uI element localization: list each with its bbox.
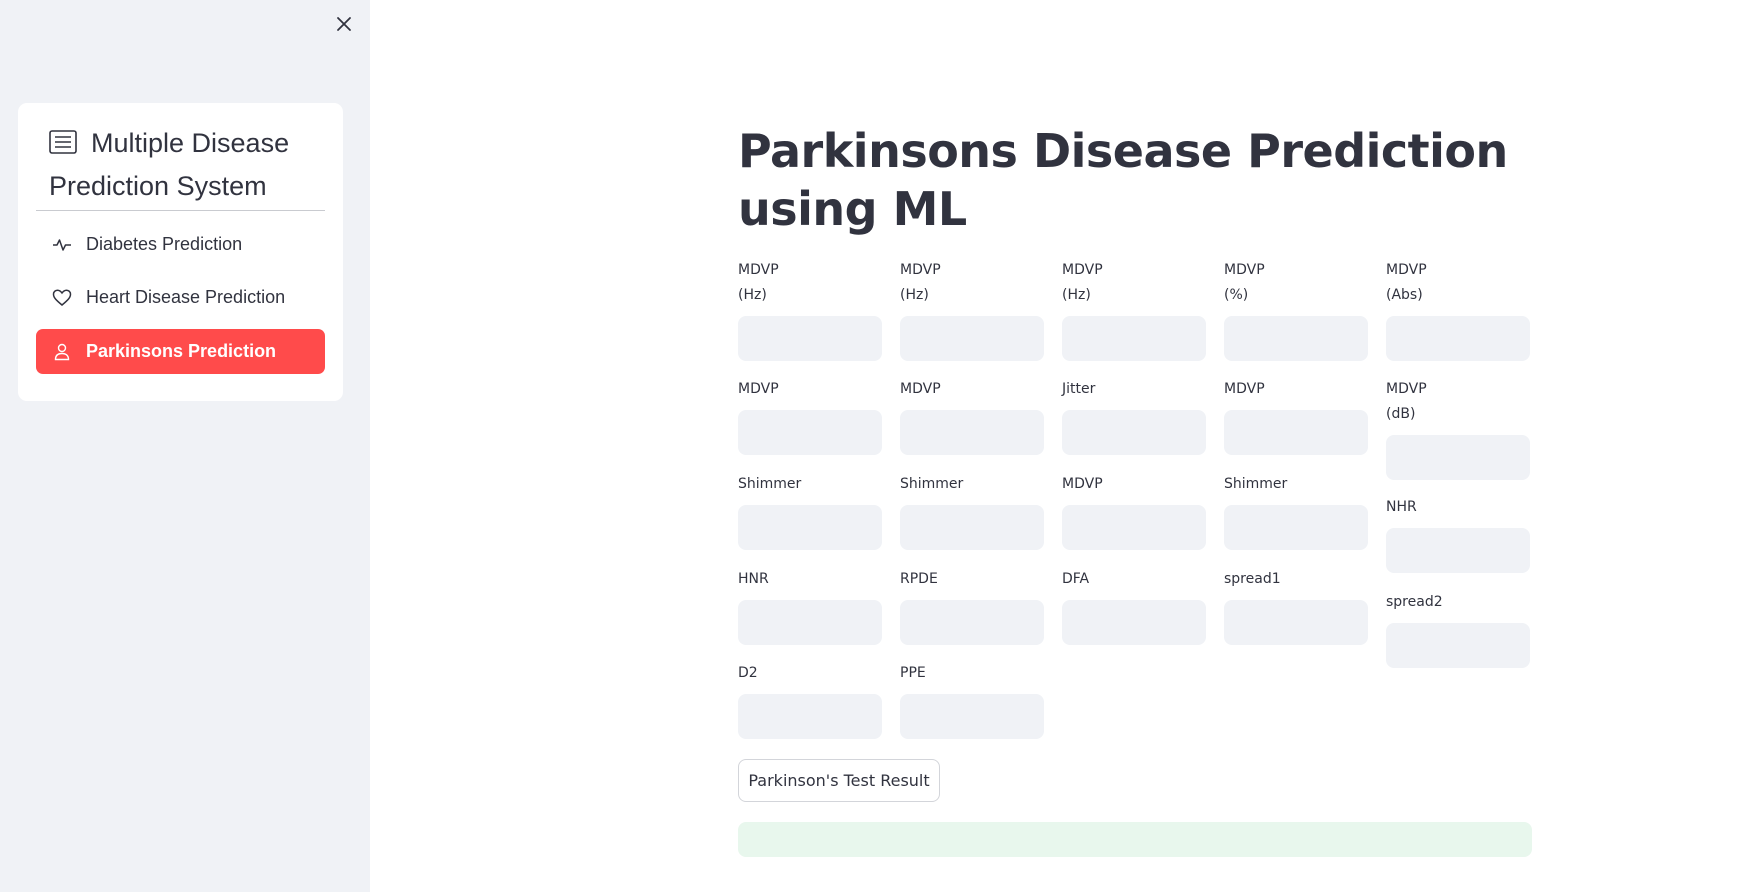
field-label: MDVP [900,381,941,397]
shimmer-apq3-input[interactable] [738,505,882,550]
menu-item-label: Heart Disease Prediction [86,287,286,307]
field-label: Jitter [1062,381,1096,397]
option-menu: Multiple Disease Prediction System Diabe… [18,103,343,401]
card-list-icon [49,125,77,166]
mdvp-fo-input[interactable] [738,316,882,361]
d2-input[interactable] [738,694,882,739]
field-shimmer-apq3: Shimmer [738,472,882,550]
field-label: MDVP (dB) [1386,381,1427,422]
sidebar: Multiple Disease Prediction System Diabe… [0,0,370,892]
field-label: DFA [1062,571,1090,587]
field-label: D2 [738,665,758,681]
field-shimmer-dda: Shimmer [1224,472,1368,550]
field-dfa: DFA [1062,567,1206,645]
field-mdvp-jitter-percent: MDVP (%) [1224,258,1368,361]
dfa-input[interactable] [1062,600,1206,645]
menu-item-diabetes[interactable]: Diabetes Prediction [36,222,325,267]
field-label: PPE [900,665,926,681]
hnr-input[interactable] [738,600,882,645]
field-mdvp-shimmer: MDVP [1224,377,1368,455]
jitter-ddp-input[interactable] [1062,410,1206,455]
field-ppe: PPE [900,661,1044,739]
field-mdvp-jitter-abs: MDVP (Abs) [1386,258,1530,361]
field-shimmer-apq5: Shimmer [900,472,1044,550]
field-label: MDVP (%) [1224,262,1265,303]
field-label: MDVP (Hz) [900,262,941,303]
field-mdvp-rap: MDVP [738,377,882,455]
field-label: Shimmer [738,476,802,492]
field-mdvp-shimmer-db: MDVP (dB) [1386,377,1530,480]
field-mdvp-apq: MDVP [1062,472,1206,550]
close-icon [337,17,351,31]
menu-item-label: Diabetes Prediction [86,234,243,254]
menu-divider [36,210,325,211]
field-jitter-ddp: Jitter [1062,377,1206,455]
spread1-input[interactable] [1224,600,1368,645]
menu-item-label: Parkinsons Prediction [86,341,277,361]
field-spread1: spread1 [1224,567,1368,645]
nhr-input[interactable] [1386,528,1530,573]
field-label: Shimmer [900,476,964,492]
field-spread2: spread2 [1386,590,1530,668]
menu-item-heart-disease[interactable]: Heart Disease Prediction [36,275,325,320]
shimmer-apq5-input[interactable] [900,505,1044,550]
mdvp-fhi-input[interactable] [900,316,1044,361]
field-mdvp-fhi: MDVP (Hz) [900,258,1044,361]
result-message [738,822,1532,857]
person-icon [52,342,72,362]
test-result-button[interactable]: Parkinson's Test Result [738,759,940,802]
page-title: Parkinsons Disease Prediction using ML [738,124,1508,236]
ppe-input[interactable] [900,694,1044,739]
menu-item-parkinsons[interactable]: Parkinsons Prediction [36,329,325,374]
spread2-input[interactable] [1386,623,1530,668]
field-label: MDVP (Hz) [738,262,779,303]
field-rpde: RPDE [900,567,1044,645]
heart-icon [52,288,72,308]
field-hnr: HNR [738,567,882,645]
field-label: MDVP (Hz) [1062,262,1103,303]
field-label: MDVP [738,381,779,397]
field-label: MDVP (Abs) [1386,262,1427,303]
mdvp-jitter-abs-input[interactable] [1386,316,1530,361]
field-label: Shimmer [1224,476,1288,492]
field-label: MDVP [1224,381,1265,397]
field-mdvp-ppq: MDVP [900,377,1044,455]
menu-title: Multiple Disease Prediction System [49,123,319,207]
field-label: spread1 [1224,571,1281,587]
shimmer-dda-input[interactable] [1224,505,1368,550]
field-label: NHR [1386,499,1417,515]
field-label: spread2 [1386,594,1443,610]
close-sidebar-button[interactable] [332,12,356,36]
field-mdvp-flo: MDVP (Hz) [1062,258,1206,361]
field-mdvp-fo: MDVP (Hz) [738,258,882,361]
mdvp-shimmer-input[interactable] [1224,410,1368,455]
field-nhr: NHR [1386,495,1530,573]
rpde-input[interactable] [900,600,1044,645]
mdvp-ppq-input[interactable] [900,410,1044,455]
mdvp-shimmer-db-input[interactable] [1386,435,1530,480]
field-label: MDVP [1062,476,1103,492]
activity-icon [52,235,72,255]
field-label: HNR [738,571,769,587]
mdvp-apq-input[interactable] [1062,505,1206,550]
field-d2: D2 [738,661,882,739]
field-label: RPDE [900,571,938,587]
mdvp-flo-input[interactable] [1062,316,1206,361]
menu-title-text: Multiple Disease Prediction System [49,128,290,201]
mdvp-jitter-percent-input[interactable] [1224,316,1368,361]
mdvp-rap-input[interactable] [738,410,882,455]
